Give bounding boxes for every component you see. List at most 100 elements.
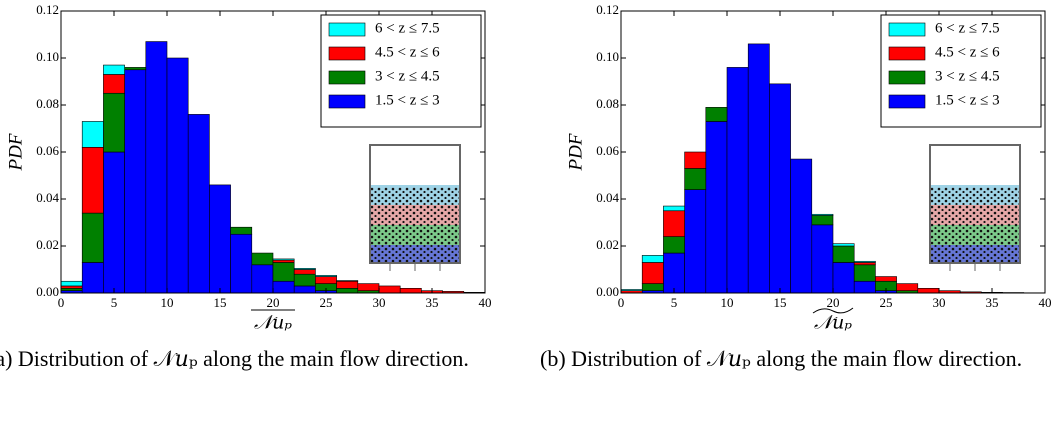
bar-segment <box>684 189 707 294</box>
legend-label: 4.5 < z ≤ 6 <box>375 44 440 60</box>
bar-segment <box>124 67 147 71</box>
legend-swatch <box>328 94 366 109</box>
legend-swatch <box>888 22 926 37</box>
bar-segment <box>769 83 791 294</box>
bar-segment <box>726 67 749 294</box>
bar-segment <box>747 43 770 294</box>
bar-segment <box>187 114 210 294</box>
y-tick-label: 0.00 <box>36 284 59 299</box>
bar-segment <box>684 168 707 190</box>
bar-segment <box>336 287 359 294</box>
bar-segment <box>336 280 359 289</box>
legend-label: 6 < z ≤ 7.5 <box>375 20 440 36</box>
bar-segment <box>811 224 834 294</box>
bar-segment <box>663 236 685 254</box>
x-tick-label: 30 <box>373 295 386 310</box>
bar-segment <box>81 212 104 263</box>
legend-label: 1.5 < z ≤ 3 <box>375 92 440 108</box>
bar-segment <box>705 121 728 294</box>
x-tick-label: 35 <box>986 295 999 310</box>
x-tick-label: 0 <box>58 295 65 310</box>
y-tick-label: 0.08 <box>36 96 59 111</box>
bar-segment <box>790 158 813 294</box>
bar-segment <box>917 287 940 294</box>
legend-swatch <box>888 70 926 85</box>
x-tick-label: 15 <box>214 295 227 310</box>
bar-segment <box>663 252 685 294</box>
x-tick-label: 5 <box>111 295 118 310</box>
caption: (b) Distribution of 𝒩𝑢ₚ along the main f… <box>540 346 1023 371</box>
bar-segment <box>853 280 876 294</box>
legend-swatch <box>888 94 926 109</box>
bar-segment <box>251 252 274 266</box>
bar-segment <box>103 74 125 94</box>
y-tick-label: 0.12 <box>596 2 619 17</box>
bar-segment <box>832 243 855 247</box>
y-tick-label: 0.04 <box>36 190 59 205</box>
bar-segment <box>853 260 876 263</box>
y-tick-label: 0.02 <box>36 237 59 252</box>
bar-segment <box>663 210 685 237</box>
legend-label: 4.5 < z ≤ 6 <box>935 44 1000 60</box>
bar-segment <box>103 64 125 75</box>
bar-segment <box>81 262 104 294</box>
bar-segment <box>853 262 876 266</box>
bar-segment <box>230 233 253 294</box>
bar-segment <box>853 264 876 282</box>
bar-segment <box>81 147 104 214</box>
bar-segment <box>60 287 83 291</box>
x-tick-label: 25 <box>880 295 893 310</box>
bar-segment <box>663 205 685 212</box>
bar-segment <box>230 226 253 235</box>
bar-segment <box>896 283 919 291</box>
y-tick-label: 0.10 <box>36 49 59 64</box>
legend-swatch <box>328 22 366 37</box>
x-tick-label: 30 <box>933 295 946 310</box>
legend-swatch <box>328 46 366 61</box>
bar-segment <box>705 107 728 122</box>
legend-label: 6 < z ≤ 7.5 <box>935 20 1000 36</box>
x-tick-label: 10 <box>721 295 734 310</box>
bar-segment <box>81 121 104 148</box>
x-tick-label: 10 <box>161 295 174 310</box>
y-tick-label: 0.12 <box>36 2 59 17</box>
x-tick-label: 20 <box>827 295 840 310</box>
bar-segment <box>811 215 834 226</box>
bar-segment <box>832 245 855 263</box>
bar-segment <box>315 275 337 277</box>
bar-segment <box>357 283 380 291</box>
y-axis-label: PDF <box>5 133 26 171</box>
x-tick-label: 35 <box>426 295 439 310</box>
x-tick-label: 15 <box>774 295 787 310</box>
bar-segment <box>684 151 707 169</box>
plot <box>60 41 486 294</box>
bar-segment <box>272 262 295 282</box>
legend-swatch <box>888 46 926 61</box>
bar-segment <box>620 289 643 291</box>
bar-segment <box>315 276 337 284</box>
bar-segment <box>166 57 189 294</box>
bar-segment <box>399 287 422 294</box>
x-tick-label: 40 <box>1039 295 1052 310</box>
bar-segment <box>145 41 168 294</box>
y-tick-label: 0.06 <box>36 143 59 158</box>
bar-segment <box>378 285 401 294</box>
y-tick-label: 0.04 <box>596 190 619 205</box>
bar-segment <box>209 184 231 294</box>
bar-segment <box>103 92 125 153</box>
bar-segment <box>272 258 295 261</box>
legend-swatch <box>328 70 366 85</box>
bar-segment <box>293 273 316 287</box>
x-label-tilde <box>812 307 854 314</box>
bar-segment <box>251 264 274 294</box>
bar-segment <box>60 285 83 289</box>
legend-label: 3 < z ≤ 4.5 <box>935 68 1000 84</box>
bar-segment <box>641 283 664 291</box>
caption: (a) Distribution of 𝒩𝑢ₚ along the main f… <box>0 346 469 371</box>
x-tick-label: 5 <box>671 295 678 310</box>
bar-segment <box>336 280 359 282</box>
bar-segment <box>124 69 147 294</box>
y-tick-label: 0.00 <box>596 284 619 299</box>
